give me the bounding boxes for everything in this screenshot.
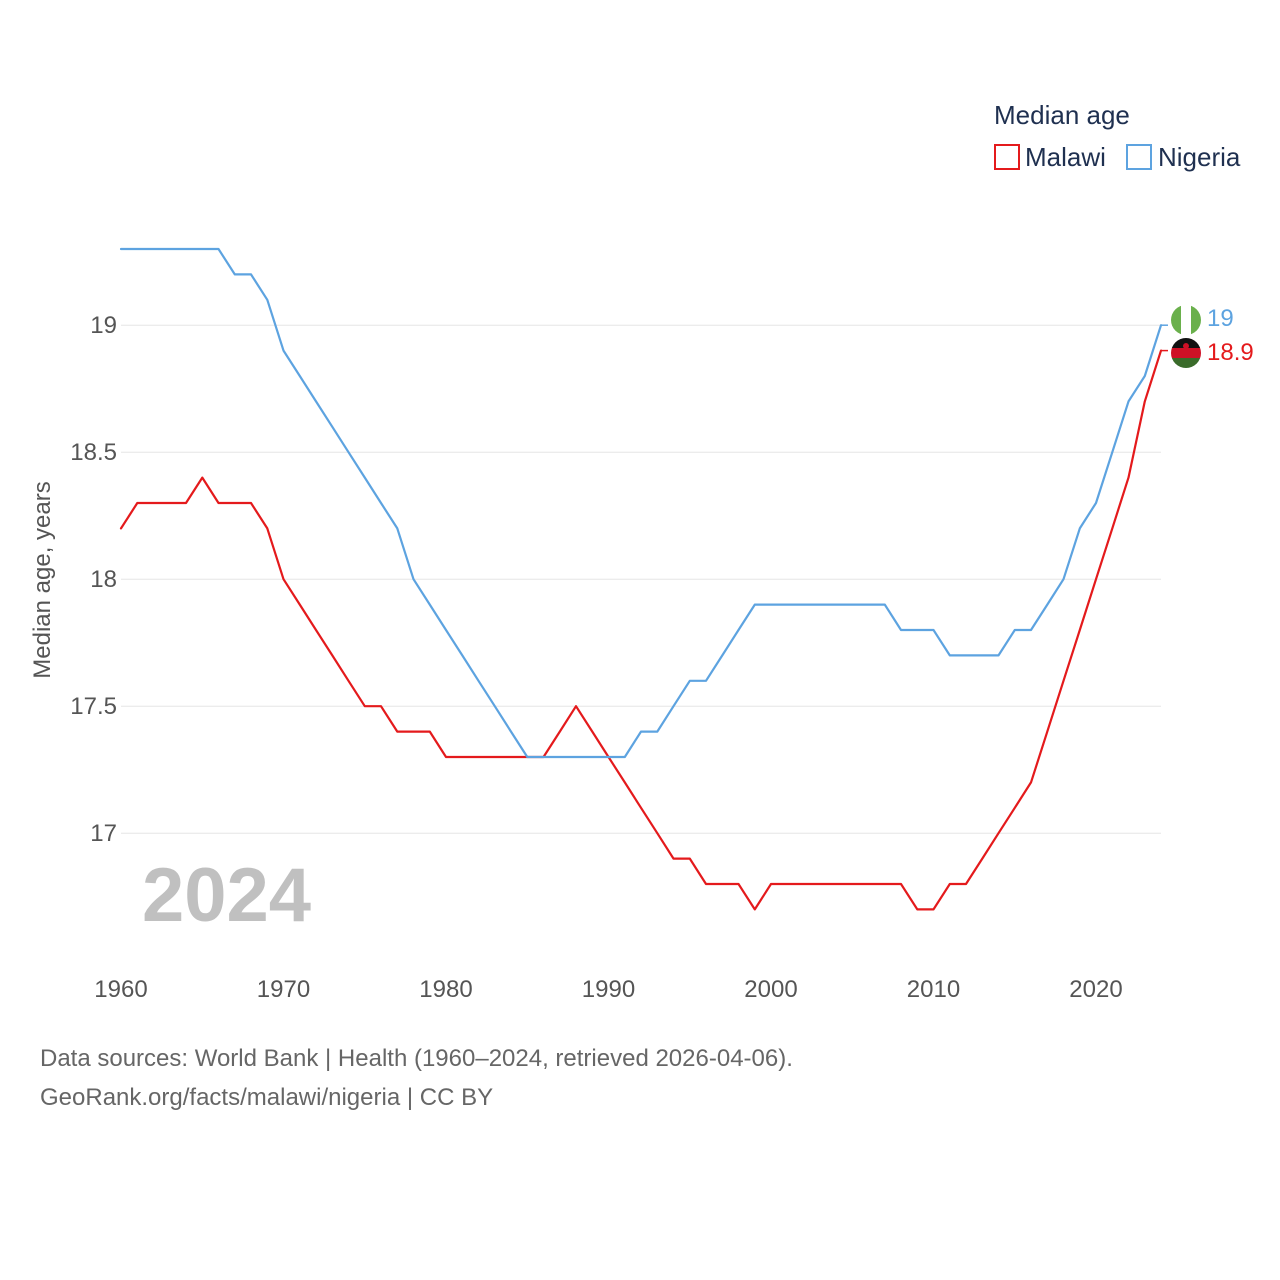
y-tick-label: 18	[90, 566, 117, 593]
data-sources-note: Data sources: World Bank | Health (1960–…	[40, 1045, 793, 1072]
x-axis-ticks: 1960 1970 1980 1990 2000 2010 2020	[94, 976, 1122, 1003]
legend-label-malawi: Malawi	[1025, 142, 1106, 172]
grid-lines	[121, 324, 1161, 834]
legend-swatch-nigeria	[1126, 144, 1152, 170]
nigeria-end-value-label: 19	[1207, 305, 1234, 332]
nigeria-flag-icon	[1171, 305, 1201, 335]
x-tick-label: 1990	[582, 976, 635, 1003]
y-axis-title: Median age, years	[29, 481, 56, 678]
legend-label-nigeria: Nigeria	[1158, 142, 1241, 172]
x-tick-label: 2020	[1069, 976, 1122, 1003]
x-tick-label: 1960	[94, 976, 147, 1003]
x-tick-label: 1980	[419, 976, 472, 1003]
legend-swatch-malawi	[994, 144, 1020, 170]
malawi-flag-icon	[1171, 338, 1201, 368]
series-lines	[119, 247, 1168, 911]
y-axis-ticks: 17 17.5 18 18.5 19	[70, 312, 117, 847]
x-tick-label: 2010	[907, 976, 960, 1003]
y-tick-label: 19	[90, 312, 117, 339]
y-tick-label: 17	[90, 820, 117, 847]
legend-title: Median age	[994, 100, 1130, 130]
x-tick-label: 1970	[257, 976, 310, 1003]
series-line-malawi	[119, 349, 1163, 911]
legend: Median age Malawi Nigeria	[994, 100, 1241, 172]
line-chart: 17 17.5 18 18.5 19 1960 1970 1980 1990 2000 2010 2…	[29, 100, 1254, 1003]
malawi-end-value-label: 18.9	[1207, 339, 1254, 366]
series-line-nigeria	[119, 247, 1163, 759]
year-watermark: 2024	[142, 853, 311, 938]
y-tick-label: 18.5	[70, 439, 117, 466]
x-tick-label: 2000	[744, 976, 797, 1003]
source-credit-link[interactable]: GeoRank.org/facts/malawi/nigeria | CC BY	[40, 1084, 494, 1111]
y-tick-label: 17.5	[70, 693, 117, 720]
